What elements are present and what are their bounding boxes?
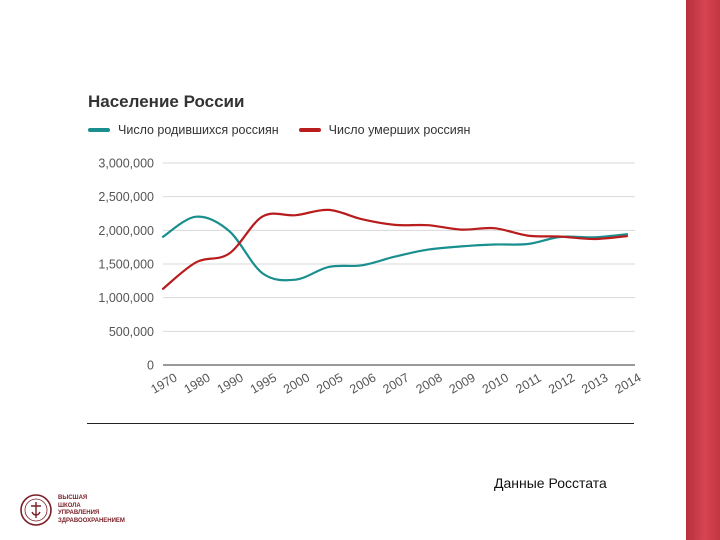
legend-item-deaths: Число умерших россиян [298, 123, 471, 137]
source-caption: Данные Росстата [494, 475, 607, 491]
chart-legend: Число родившихся россиян Число умерших р… [88, 123, 490, 137]
legend-item-births: Число родившихся россиян [88, 123, 279, 137]
logo-text-line: ВЫСШАЯ [58, 495, 88, 501]
x-tick-label: 2007 [380, 370, 411, 396]
x-tick-label: 2000 [281, 370, 312, 396]
logo-text-line: ШКОЛА [58, 502, 81, 509]
x-tick-label: 2008 [414, 370, 445, 396]
y-tick-label: 3,000,000 [98, 157, 154, 171]
organization-logo: ВЫСШАЯ ШКОЛА УПРАВЛЕНИЯ ЗДРАВООХРАНЕНИЕМ [20, 494, 125, 526]
chart-title: Население России [88, 92, 245, 111]
legend-label-births: Число родившихся россиян [118, 123, 279, 137]
y-tick-label: 2,000,000 [98, 224, 154, 238]
x-tick-label: 2009 [447, 370, 478, 396]
series-line-deaths [161, 208, 629, 290]
x-tick-label: 1970 [148, 370, 179, 396]
slide-accent-stripe [686, 0, 720, 540]
line-chart: 0 500,000 1,000,000 1,500,000 2,000,000 2,500… [98, 157, 643, 397]
x-tick-label: 1990 [215, 370, 246, 396]
y-tick-label: 1,000,000 [98, 291, 154, 305]
x-tick-label: 2014 [612, 370, 643, 396]
x-tick-label: 2006 [347, 370, 378, 396]
x-tick-label: 1980 [182, 370, 213, 396]
x-tick-label: 2013 [579, 370, 610, 396]
legend-swatch-deaths [298, 128, 321, 132]
logo-text: ВЫСШАЯ ШКОЛА УПРАВЛЕНИЯ ЗДРАВООХРАНЕНИЕМ [58, 495, 125, 525]
x-tick-label: 2012 [546, 370, 577, 396]
legend-swatch-births [88, 128, 110, 132]
logo-text-line: УПРАВЛЕНИЯ [58, 510, 100, 516]
series-line-births [161, 215, 629, 282]
divider-line [87, 423, 634, 424]
y-tick-label: 2,500,000 [98, 190, 154, 204]
x-tick-label: 2010 [480, 370, 511, 396]
x-tick-label: 2011 [513, 371, 543, 397]
seal-icon [20, 494, 52, 526]
logo-text-line: ЗДРАВООХРАНЕНИЕМ [58, 517, 125, 524]
x-tick-label: 2005 [314, 370, 345, 396]
y-tick-label: 1,500,000 [98, 258, 154, 272]
x-tick-label: 1995 [248, 370, 279, 396]
y-tick-label: 500,000 [109, 325, 154, 339]
y-tick-label: 0 [147, 359, 154, 373]
legend-label-deaths: Число умерших россиян [328, 123, 471, 137]
